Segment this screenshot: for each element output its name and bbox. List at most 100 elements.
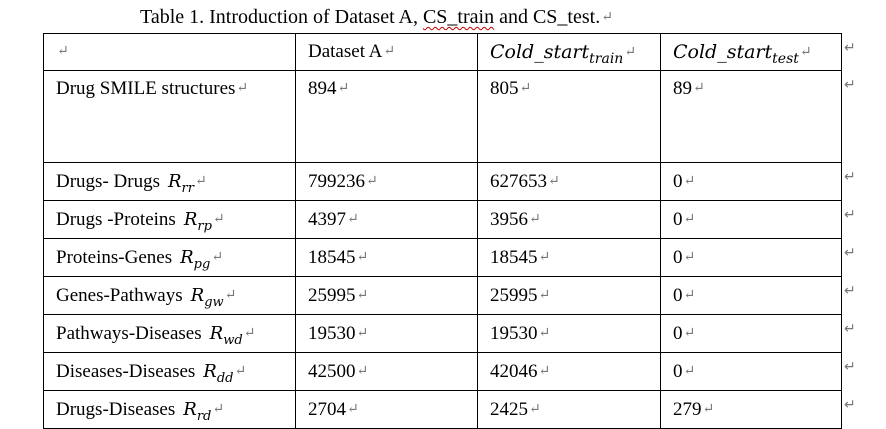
- cell-test: 0↵: [660, 162, 842, 201]
- row-end-mark-icon: ↵: [844, 207, 856, 223]
- row-end-mark-icon: ↵: [844, 397, 856, 413]
- table-row: Drugs- Drugs Rrr↵ 799236↵ 627653↵ 0↵: [43, 162, 842, 201]
- cell-value: 0: [673, 246, 683, 268]
- relation-symbol: Rrd: [183, 398, 212, 424]
- cell-mark-icon: ↵: [347, 401, 359, 417]
- cell-value: 805: [490, 78, 519, 99]
- header-cell-dataset-a: Dataset A↵: [295, 33, 478, 71]
- relation-symbol: Rrp: [183, 208, 212, 234]
- cell-value: 627653: [490, 170, 547, 192]
- cell-mark-icon: ↵: [548, 173, 560, 189]
- row-label-cell: Pathways-Diseases Rwd↵: [43, 314, 296, 353]
- row-label: Genes-Pathways: [56, 284, 183, 306]
- cell-mark-icon: ↵: [683, 325, 696, 341]
- cell-test: 0↵: [660, 200, 842, 239]
- cell-value: 2425: [490, 398, 528, 420]
- cell-train: 3956↵: [477, 200, 661, 239]
- table-row: Diseases-Diseases Rdd↵ 42500↵ 42046↵ 0↵: [43, 352, 842, 391]
- cell-mark-icon: ↵: [519, 81, 532, 96]
- cell-mark-icon: ↵: [347, 211, 359, 227]
- row-label-cell: Diseases-Diseases Rdd↵: [43, 352, 296, 391]
- cell-value: 894: [308, 78, 337, 99]
- cell-mark-icon: ↵: [683, 173, 696, 189]
- table-row: Proteins-Genes Rpg↵ 18545↵ 18545↵ 0↵: [43, 238, 842, 277]
- cell-mark-icon: ↵: [799, 44, 812, 60]
- cell-test: 89↵: [660, 70, 842, 163]
- row-label-cell: Drugs-Diseases Rrd↵: [43, 390, 296, 429]
- cell-mark-icon: ↵: [693, 81, 705, 96]
- cell-mark-icon: ↵: [538, 363, 551, 379]
- cell-value: 3956: [490, 208, 528, 230]
- row-label: Drugs- Drugs: [56, 170, 160, 192]
- cell-mark-icon: ↵: [538, 287, 551, 303]
- cell-dataset-a: 42500↵: [295, 352, 478, 391]
- cell-mark-icon: ↵: [57, 44, 69, 59]
- cell-train: 2425↵: [477, 390, 661, 429]
- cell-dataset-a: 18545↵: [295, 238, 478, 277]
- table-caption: Table 1. Introduction of Dataset A, CS_t…: [140, 5, 613, 30]
- cell-value: 25995: [308, 284, 356, 306]
- cell-train: 42046↵: [477, 352, 661, 391]
- row-label: Pathways-Diseases: [56, 322, 202, 344]
- cell-mark-icon: ↵: [211, 249, 224, 265]
- row-end-mark-icon: ↵: [844, 283, 856, 299]
- relation-symbol: Rpg: [180, 246, 211, 272]
- cell-train: 805↵: [477, 70, 661, 163]
- cell-dataset-a: 2704↵: [295, 390, 478, 429]
- relation-symbol: Rwd: [209, 322, 243, 348]
- cell-dataset-a: 894↵: [295, 70, 478, 163]
- cell-mark-icon: ↵: [683, 211, 696, 227]
- row-end-mark-icon: ↵: [844, 359, 856, 375]
- relation-symbol: Rdd: [203, 360, 234, 386]
- cell-mark-icon: ↵: [236, 81, 249, 96]
- row-end-mark-icon: ↵: [844, 245, 856, 261]
- cell-mark-icon: ↵: [356, 287, 369, 303]
- cell-mark-icon: ↵: [366, 173, 378, 189]
- row-end-mark-icon: ↵: [844, 40, 856, 56]
- cell-mark-icon: ↵: [683, 363, 696, 379]
- cell-mark-icon: ↵: [356, 249, 369, 265]
- row-end-mark-icon: ↵: [844, 77, 856, 93]
- cell-train: 19530↵: [477, 314, 661, 353]
- cell-value: 42500: [308, 360, 356, 382]
- cell-test: 279↵: [660, 390, 842, 429]
- cell-value: 0: [673, 170, 683, 192]
- cell-dataset-a: 25995↵: [295, 276, 478, 315]
- row-label: Drug SMILE structures: [56, 78, 236, 99]
- cell-mark-icon: ↵: [337, 81, 350, 96]
- row-label: Drugs-Diseases: [56, 398, 176, 420]
- cell-mark-icon: ↵: [212, 401, 225, 417]
- row-label: Proteins-Genes: [56, 246, 173, 268]
- table-row: Drug SMILE structures↵ 894↵ 805↵ 89↵: [43, 70, 842, 163]
- relation-symbol: Rrr: [167, 170, 194, 196]
- cell-value: 0: [673, 322, 683, 344]
- cell-value: 279: [673, 398, 702, 420]
- cell-mark-icon: ↵: [383, 44, 396, 59]
- cell-value: 4397: [308, 208, 346, 230]
- row-label: Drugs -Proteins: [56, 208, 176, 230]
- cell-mark-icon: ↵: [243, 325, 256, 341]
- header-row: ↵ Dataset A↵ Cold_starttrain↵ Cold_start…: [43, 33, 842, 71]
- caption-prefix: Table 1. Introduction of Dataset A,: [140, 6, 423, 28]
- cell-value: 42046: [490, 360, 538, 382]
- row-end-mark-icon: ↵: [844, 321, 856, 337]
- cell-mark-icon: ↵: [356, 363, 369, 379]
- cell-value: 799236: [308, 170, 365, 192]
- cell-mark-icon: ↵: [234, 363, 247, 379]
- cell-test: 0↵: [660, 352, 842, 391]
- cell-dataset-a: 799236↵: [295, 162, 478, 201]
- row-label-cell: Drugs- Drugs Rrr↵: [43, 162, 296, 201]
- cell-train: 18545↵: [477, 238, 661, 277]
- header-cell-cold-start-test: Cold_starttest↵: [660, 33, 842, 71]
- cell-value: 19530: [490, 322, 538, 344]
- cell-value: 0: [673, 360, 683, 382]
- row-label-cell: Proteins-Genes Rpg↵: [43, 238, 296, 277]
- caption-cs-train: CS_train: [422, 6, 495, 28]
- cell-value: 89: [673, 78, 692, 99]
- header-cell-empty: ↵: [43, 33, 296, 71]
- cell-value: 0: [673, 208, 683, 230]
- cell-test: 0↵: [660, 314, 842, 353]
- cell-mark-icon: ↵: [356, 325, 369, 341]
- dataset-table: ↵ Dataset A↵ Cold_starttrain↵ Cold_start…: [43, 33, 842, 429]
- cell-mark-icon: ↵: [529, 211, 541, 227]
